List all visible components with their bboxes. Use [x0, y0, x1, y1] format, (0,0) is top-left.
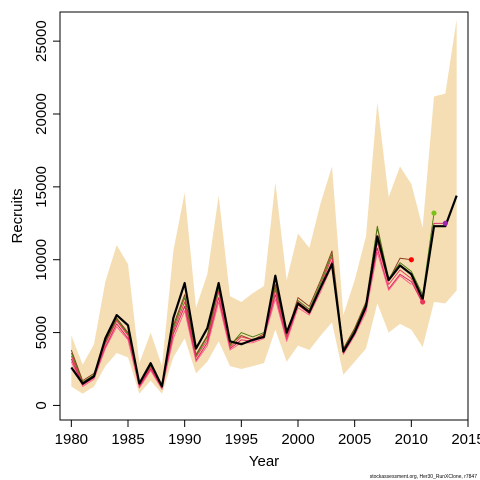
endpoint-marker-4 — [442, 220, 448, 226]
y-tick-label: 20000 — [33, 93, 50, 135]
endpoint-marker-1 — [408, 257, 414, 263]
series-line-2 — [70, 227, 412, 386]
confidence-band-layer — [71, 19, 457, 394]
x-axis: 1980 1985 1990 1995 2000 2005 2010 2015 — [55, 419, 480, 448]
x-tick-label: 2005 — [338, 431, 371, 448]
x-tick-label: 1995 — [225, 431, 258, 448]
confidence-band — [71, 19, 457, 394]
endpoint-marker-3 — [431, 210, 437, 216]
y-tick-label: 5000 — [33, 316, 50, 349]
x-axis-title: Year — [249, 453, 279, 470]
y-tick-label: 25000 — [33, 20, 50, 62]
x-tick-label: 1985 — [111, 431, 144, 448]
y-axis: 0 5000 10000 15000 20000 25000 — [33, 20, 61, 410]
y-tick-label: 15000 — [33, 166, 50, 208]
y-axis-title: Recruits — [9, 188, 26, 243]
y-tick-label: 0 — [33, 401, 50, 409]
x-tick-label: 2010 — [395, 431, 428, 448]
endpoint-markers-layer — [408, 210, 448, 305]
series-line-1 — [70, 195, 458, 388]
endpoint-marker-2 — [420, 299, 426, 305]
x-tick-label: 2000 — [281, 431, 314, 448]
series-line-6 — [70, 251, 412, 390]
x-tick-label: 1980 — [55, 431, 88, 448]
y-tick-label: 10000 — [33, 239, 50, 281]
footer-credit: stockassessment.org, Her30_RunXClone, r7… — [370, 474, 477, 480]
series-layer — [70, 195, 458, 390]
x-tick-label: 2015 — [451, 431, 480, 448]
x-tick-label: 1990 — [168, 431, 201, 448]
